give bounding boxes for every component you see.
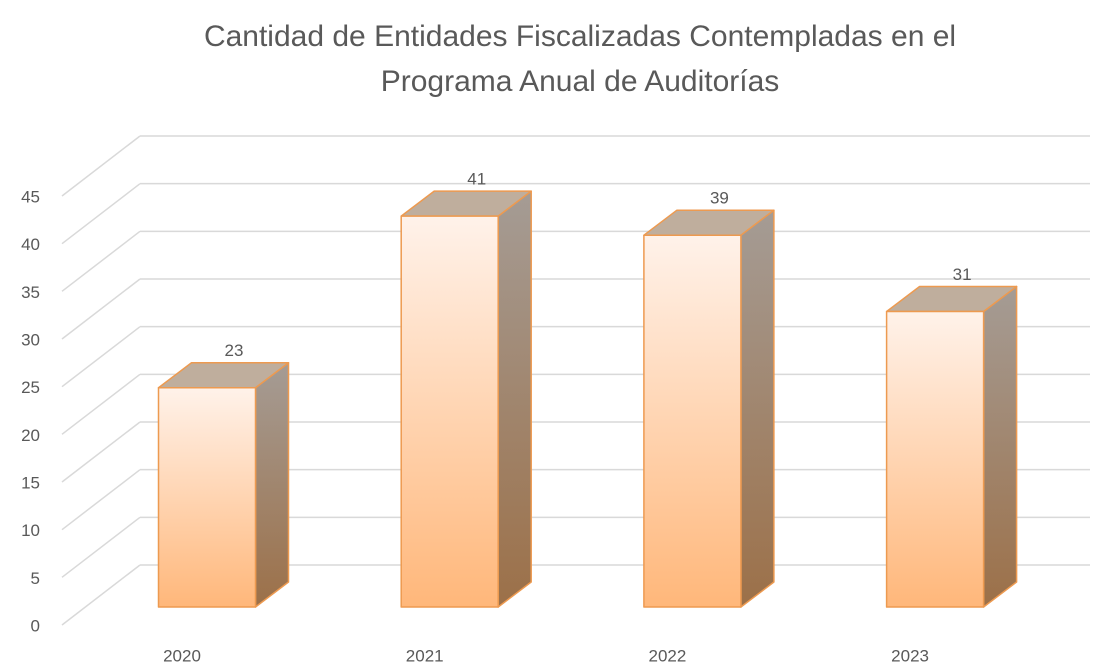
- x-tick-label: 2022: [648, 646, 686, 665]
- y-tick-label: 35: [21, 283, 40, 302]
- value-label: 39: [710, 189, 729, 208]
- bar: [643, 234, 742, 608]
- value-label: 23: [225, 341, 244, 360]
- bar-side: [254, 361, 290, 608]
- y-tick-label: 30: [21, 330, 40, 349]
- bar-side: [497, 190, 532, 608]
- grid-line-side: [61, 516, 141, 578]
- value-label: 31: [953, 265, 972, 284]
- x-tick-label: 2020: [163, 646, 201, 665]
- bar: [400, 215, 499, 608]
- y-tick-label: 40: [21, 235, 40, 254]
- value-label: 41: [467, 170, 486, 189]
- grid-line-side: [61, 278, 141, 340]
- bar-side: [982, 285, 1018, 608]
- grid-line-side: [61, 135, 141, 197]
- x-tick-label: 2021: [406, 646, 444, 665]
- y-tick-label: 10: [21, 521, 40, 540]
- y-tick-label: 15: [21, 473, 40, 492]
- grid-line-side: [61, 421, 141, 483]
- bar: [157, 386, 257, 608]
- grid-line-side: [61, 183, 141, 245]
- x-tick-label: 2023: [891, 646, 929, 665]
- chart-title: Cantidad de Entidades Fiscalizadas Conte…: [203, 20, 957, 98]
- grid-line-side: [61, 230, 141, 292]
- y-tick-label: 0: [31, 616, 40, 635]
- y-tick-label: 20: [21, 426, 40, 445]
- y-tick-label: 45: [21, 187, 40, 206]
- y-tick-label: 25: [21, 378, 40, 397]
- grid-line-side: [61, 469, 141, 531]
- grid-line-side: [61, 373, 141, 435]
- grid-line-side: [61, 326, 141, 388]
- bar-side: [740, 209, 775, 608]
- grid-line-side: [61, 564, 141, 626]
- bar: [885, 310, 985, 608]
- y-tick-label: 5: [31, 569, 40, 588]
